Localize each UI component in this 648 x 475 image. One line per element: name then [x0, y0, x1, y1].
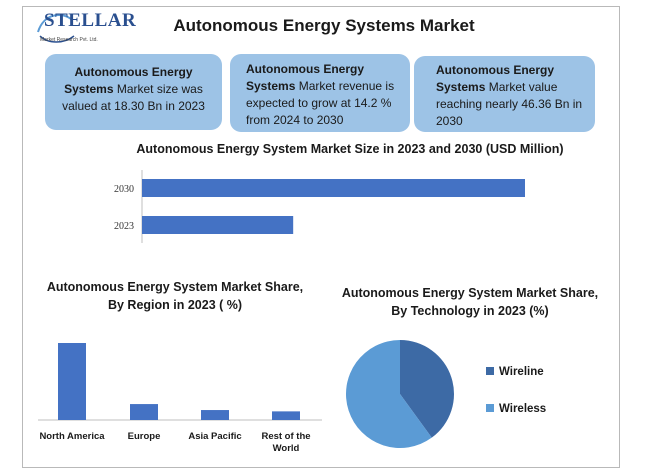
callout-text: Market revenue is expected to grow at 14… [246, 79, 395, 127]
callout-market-value: Autonomous Energy Systems Market value r… [414, 56, 595, 132]
legend-label-wireless: Wireless [499, 403, 546, 415]
logo-text: STELLAR [44, 10, 137, 31]
bar-north-america [58, 343, 86, 420]
callout-bold: Autonomous Energy Systems [436, 63, 555, 94]
bar-2030 [142, 179, 525, 197]
legend-swatch-wireless [486, 404, 494, 412]
pie-slice-wireless [346, 340, 432, 448]
category-label-rest-of-the-world: Rest of the World [261, 431, 310, 454]
category-label-north-america: North America [39, 431, 105, 442]
callout-growth-rate: Autonomous Energy Systems Market revenue… [230, 54, 410, 132]
bar-asia-pacific [201, 410, 229, 420]
technology-chart-title: Autonomous Energy System Market Share, B… [341, 286, 599, 318]
bar-2023 [142, 216, 294, 234]
region-chart-title: Autonomous Energy System Market Share, B… [46, 280, 304, 312]
callout-text: Market size was valued at 18.30 Bn in 20… [62, 82, 205, 113]
legend-label-wireline: Wireline [499, 366, 544, 378]
infographic-frame [22, 6, 620, 468]
bar-europe [130, 404, 158, 420]
category-label-asia-pacific: Asia Pacific [188, 431, 241, 442]
legend-swatch-wireline [486, 367, 494, 375]
pie-slice-wireline [400, 340, 454, 438]
page-title: Autonomous Energy Systems Market [173, 16, 475, 35]
bar-rest-of-the-world [272, 411, 300, 420]
tick-label-2030: 2030 [114, 184, 134, 195]
market-size-chart-title: Autonomous Energy System Market Size in … [136, 142, 564, 156]
category-label-europe: Europe [128, 431, 161, 442]
logo-subtext: Market Research Pvt. Ltd. [40, 37, 98, 43]
callout-bold: Autonomous Energy Systems [246, 62, 365, 93]
stellar-logo-icon [37, 14, 75, 43]
callout-market-size: Autonomous Energy Systems Market size wa… [45, 54, 222, 130]
callout-bold: Autonomous Energy Systems [64, 65, 193, 96]
tick-label-2023: 2023 [114, 221, 134, 232]
callout-text: Market value reaching nearly 46.36 Bn in… [436, 80, 583, 128]
